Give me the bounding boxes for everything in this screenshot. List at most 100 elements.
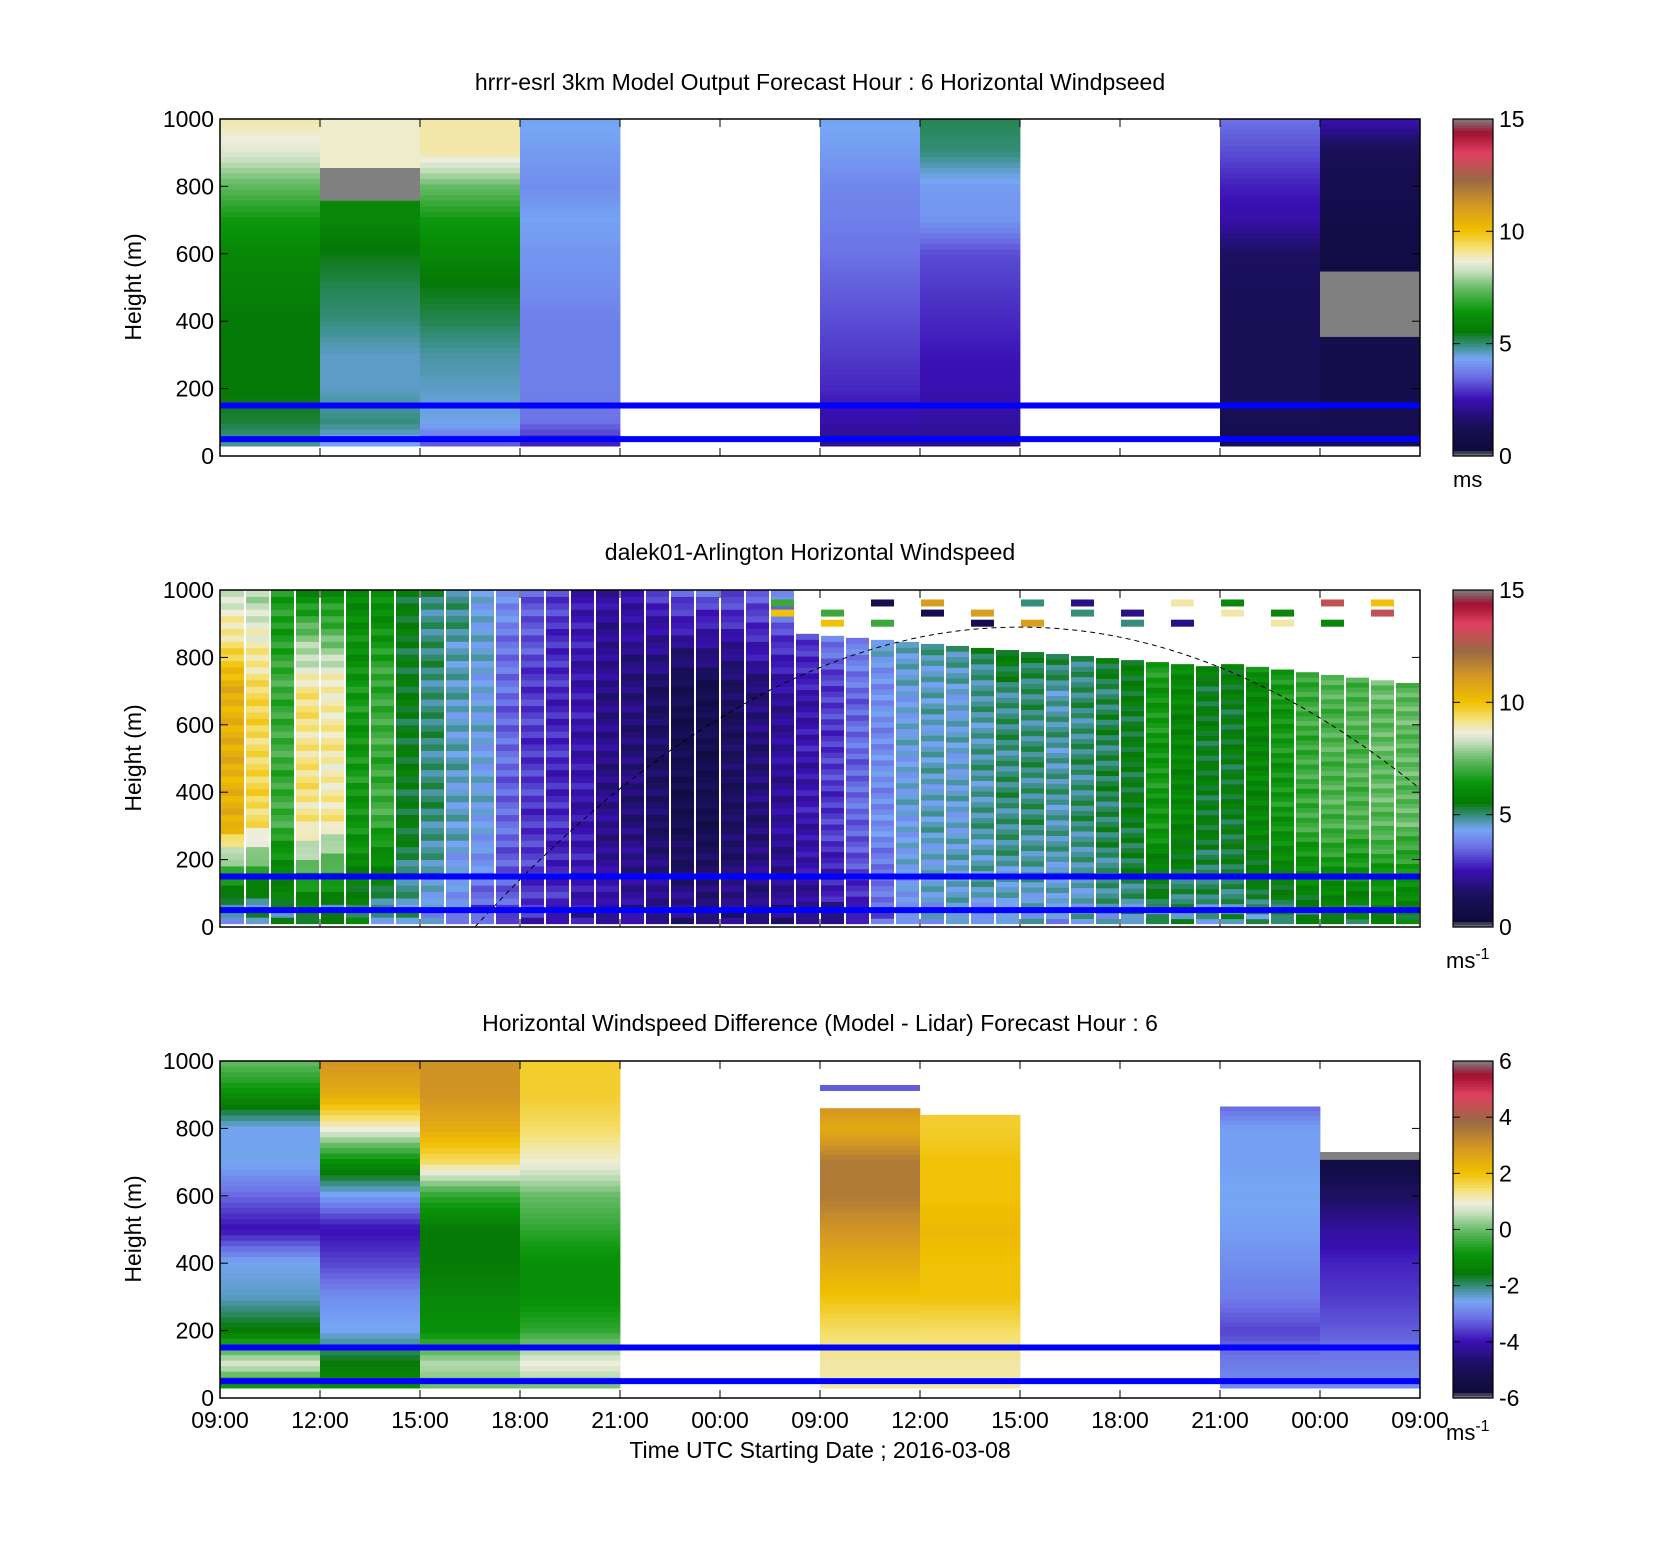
heatmap-cell <box>496 602 519 610</box>
heatmap-cell <box>921 735 944 742</box>
heatmap-cell <box>1346 852 1369 858</box>
heatmap-cell <box>420 369 521 376</box>
heatmap-cell <box>820 157 921 164</box>
heatmap-cell <box>1196 760 1219 766</box>
heatmap-cell <box>1096 755 1119 761</box>
colorbar-cell <box>1453 1310 1493 1315</box>
heatmap-cell <box>1196 750 1219 756</box>
heatmap-cell <box>1220 418 1321 425</box>
heatmap-cell <box>1121 867 1144 874</box>
heatmap-cell <box>696 647 719 655</box>
heatmap-cell <box>1320 1364 1421 1369</box>
heatmap-cell <box>520 1088 621 1095</box>
heatmap-cell <box>446 711 469 719</box>
heatmap-cell <box>920 1124 1021 1130</box>
colorbar-cell <box>1453 360 1493 364</box>
heatmap-cell <box>420 391 521 398</box>
heatmap-cell <box>246 609 269 617</box>
heatmap-cell <box>320 331 421 338</box>
heatmap-cell <box>496 622 519 629</box>
heatmap-cell <box>1320 1301 1421 1306</box>
heatmap-cell <box>420 358 521 365</box>
heatmap-cell <box>996 886 1019 893</box>
heatmap-cell <box>721 609 744 617</box>
heatmap-cell <box>946 672 969 679</box>
heatmap-cell <box>371 885 394 893</box>
heatmap-cell <box>521 596 544 604</box>
heatmap-cell <box>746 724 769 732</box>
heatmap-cell <box>246 853 269 860</box>
heatmap-cell <box>621 641 644 649</box>
heatmap-cell <box>796 667 819 674</box>
heatmap-cell <box>1021 845 1044 851</box>
heatmap-cell <box>320 1213 421 1220</box>
heatmap-cell <box>796 795 819 802</box>
heatmap-cell <box>921 816 944 822</box>
colorbar-cell <box>1453 267 1493 272</box>
heatmap-cell <box>946 656 969 663</box>
heatmap-cell <box>646 628 669 636</box>
heatmap-cell <box>920 353 1021 360</box>
colorbar-cell <box>1453 441 1493 446</box>
heatmap-cell <box>946 715 969 722</box>
heatmap-cell <box>571 833 594 841</box>
heatmap-cell <box>621 910 644 918</box>
heatmap-cell <box>1220 413 1321 420</box>
colorbar-cell <box>1453 724 1493 729</box>
heatmap-cell <box>321 910 344 918</box>
heatmap-cell <box>420 1159 521 1166</box>
heatmap-cell <box>1371 713 1394 719</box>
heatmap-cell <box>821 796 844 803</box>
heatmap-cell <box>520 178 621 185</box>
heatmap-cell <box>821 884 844 891</box>
heatmap-cell <box>220 1268 321 1275</box>
heatmap-cell <box>321 660 344 668</box>
heatmap-cell <box>871 912 894 919</box>
heatmap-cell <box>296 602 319 610</box>
heatmap-cell <box>920 1169 1021 1175</box>
heatmap-cell <box>920 1319 1021 1325</box>
heatmap-cell <box>1246 864 1269 870</box>
heatmap-cell <box>1396 747 1419 753</box>
heatmap-cell <box>821 752 844 759</box>
heatmap-cell <box>846 736 869 743</box>
heatmap-cell <box>271 660 294 668</box>
heatmap-cell <box>1271 899 1294 905</box>
heatmap-cell <box>971 833 994 840</box>
heatmap-cell <box>871 732 894 739</box>
heatmap-cell <box>446 776 469 783</box>
colorbar-cell <box>1453 825 1493 830</box>
heatmap-cell <box>1396 729 1419 735</box>
heatmap-cell <box>946 768 969 775</box>
heatmap-cell <box>220 347 321 354</box>
colorbar-cell <box>1453 797 1493 802</box>
heatmap-cell <box>446 596 469 604</box>
heatmap-cell <box>1046 773 1069 779</box>
heatmap-cell <box>946 843 969 850</box>
heatmap-cell <box>446 763 469 771</box>
heatmap-cell <box>1221 863 1244 870</box>
heatmap-cell <box>920 347 1021 354</box>
heatmap-cell <box>1146 828 1169 834</box>
heatmap-cell <box>1320 320 1421 327</box>
heatmap-cell <box>1046 913 1069 919</box>
heatmap-cell <box>1321 708 1344 714</box>
colorbar-cell <box>1453 1111 1493 1115</box>
heatmap-cell <box>396 917 419 925</box>
heatmap-cell <box>546 660 569 668</box>
heatmap-cell <box>420 1099 521 1106</box>
colorbar-cell <box>1453 119 1493 123</box>
heatmap-cell <box>1271 781 1294 788</box>
heatmap-cell <box>446 615 469 623</box>
heatmap-cell <box>1146 858 1169 864</box>
colorbar-cell <box>1453 1148 1493 1152</box>
heatmap-cell <box>520 1333 621 1340</box>
heatmap-cell <box>696 859 719 867</box>
heatmap-cell <box>896 901 919 908</box>
heatmap-cell <box>1220 369 1321 376</box>
sparse-return <box>1321 599 1344 607</box>
x-tick-label: 18:00 <box>1091 1407 1149 1433</box>
heatmap-cell <box>671 673 694 681</box>
heatmap-cell <box>1220 309 1321 316</box>
colorbar-cell <box>1453 648 1493 653</box>
